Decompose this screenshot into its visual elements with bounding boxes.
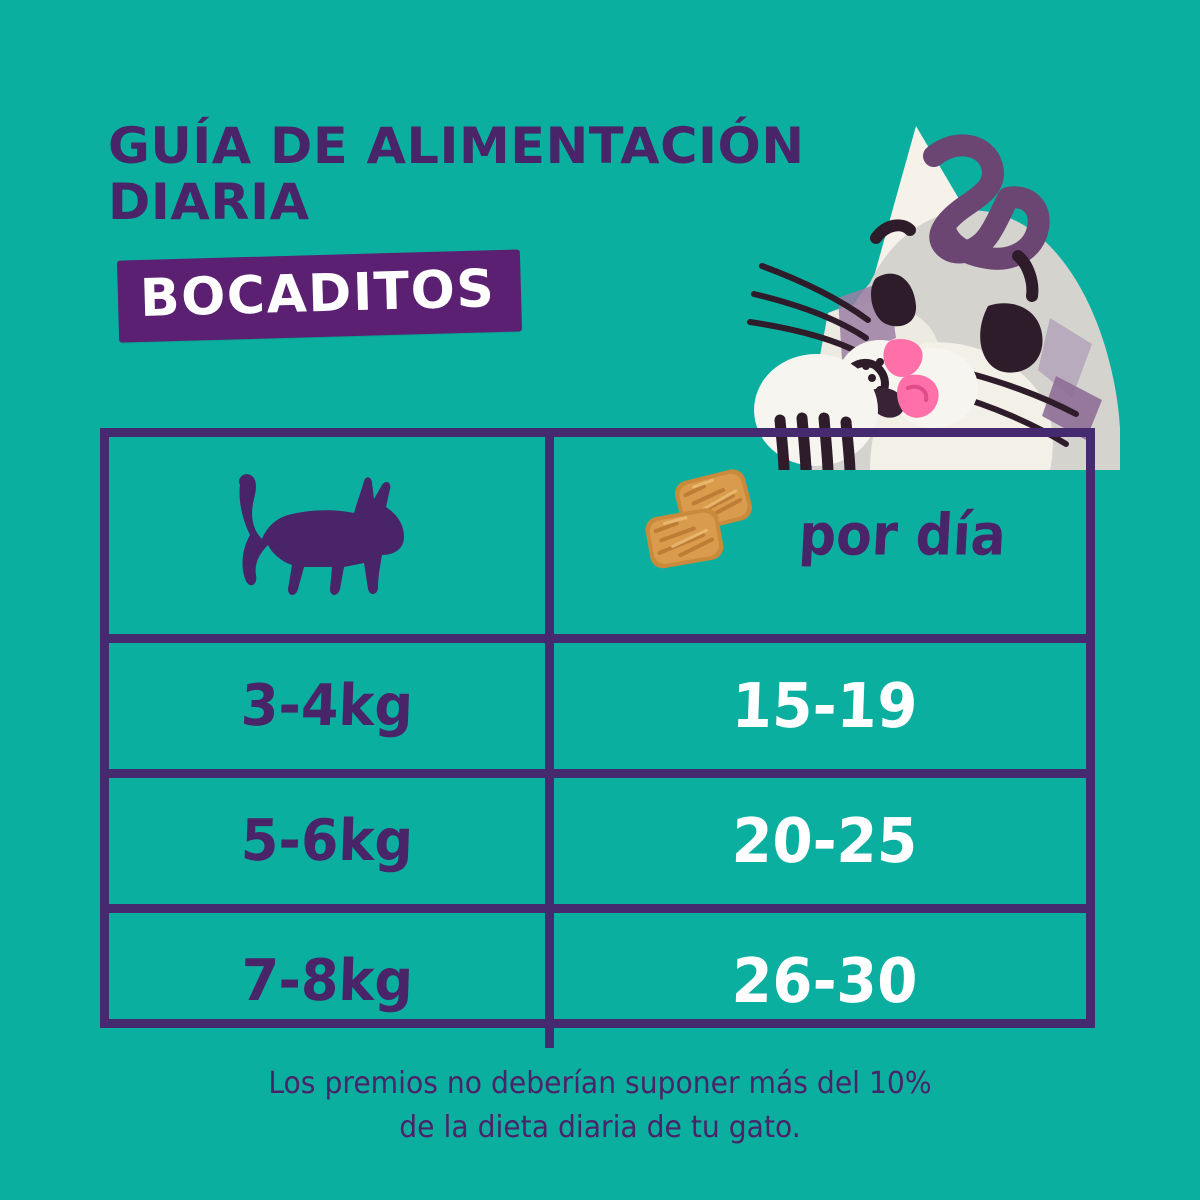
table-cell-weight: 7-8kg — [109, 913, 554, 1048]
count-value: 26-30 — [730, 944, 919, 1017]
table-cell-count: 26-30 — [554, 913, 1086, 1048]
feeding-table: por día 3-4kg 15-19 5-6kg 20-25 7-8kg — [100, 428, 1095, 1048]
product-badge-label: BOCADITOS — [139, 259, 497, 330]
table-header-cell-amount: por día — [554, 437, 1086, 634]
cat-silhouette-icon — [239, 473, 404, 595]
footnote: Los premios no deberían suponer más del … — [36, 1062, 1164, 1150]
table-cell-count: 15-19 — [554, 643, 1086, 769]
per-day-label: por día — [797, 502, 1008, 569]
table-header-row: por día — [109, 437, 1086, 643]
weight-value: 7-8kg — [239, 946, 415, 1014]
table-cell-weight: 3-4kg — [109, 643, 554, 769]
product-badge: BOCADITOS — [116, 249, 523, 343]
weight-value: 5-6kg — [239, 807, 415, 874]
table-cell-count: 20-25 — [554, 778, 1086, 904]
table-cell-weight: 5-6kg — [109, 778, 554, 904]
treat-biscuits-icon — [645, 469, 752, 569]
table-row: 5-6kg 20-25 — [109, 778, 1086, 913]
footnote-line-2: de la dieta diaria de tu gato. — [399, 1110, 801, 1145]
weight-value: 3-4kg — [239, 672, 415, 739]
table-row: 7-8kg 26-30 — [109, 913, 1086, 1048]
table-row: 3-4kg 15-19 — [109, 643, 1086, 778]
count-value: 20-25 — [730, 804, 919, 878]
page-title: GUÍA DE ALIMENTACIÓN DIARIA — [108, 118, 804, 230]
count-value: 15-19 — [730, 669, 919, 743]
footnote-line-1: Los premios no deberían suponer más del … — [268, 1066, 932, 1101]
table-header-cell-weight — [109, 437, 554, 634]
page-title-line-1: GUÍA DE ALIMENTACIÓN — [108, 117, 805, 175]
page-title-line-2: DIARIA — [108, 173, 310, 231]
